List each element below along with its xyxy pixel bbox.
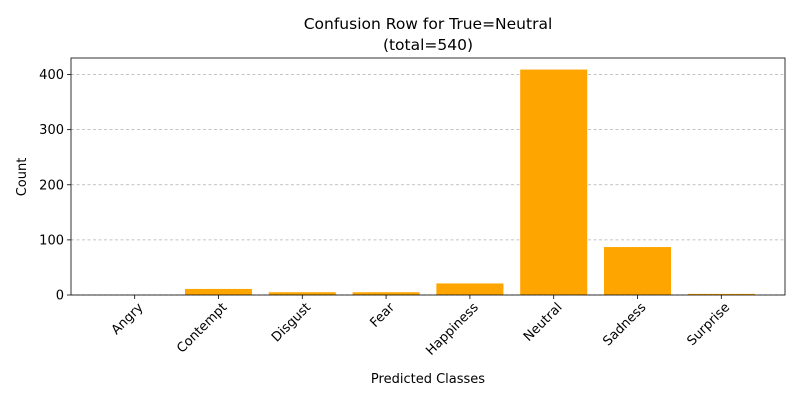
bar-sadness [603,247,672,295]
y-axis: 0 100 200 300 400 [39,68,71,304]
x-tick-label: Sadness [600,300,649,349]
bar-contempt [184,288,253,295]
x-tick-label: Disgust [269,300,314,345]
bar-disgust [268,292,336,295]
chart-title: Confusion Row for True=Neutral [304,15,553,33]
chart-subtitle: (total=540) [383,36,473,54]
x-tick-label: Angry [109,300,147,338]
y-tick-label: 300 [39,123,64,138]
bar-surprise [687,293,755,295]
axes-box [70,57,786,296]
y-tick-label: 100 [39,233,64,248]
x-tick-label: Surprise [684,300,733,349]
x-tick-label: Contempt [174,300,230,356]
y-tick-label: 400 [39,68,64,83]
x-tick-label: Happiness [423,300,482,359]
x-tick-label: Fear [367,300,398,331]
plot-frame [70,57,786,296]
bar-fear [352,292,420,295]
y-axis-label: Count [15,158,30,197]
x-axis-label: Predicted Classes [371,372,485,387]
bars [184,69,755,295]
x-axis: Angry Contempt Disgust Fear Happiness Neutral… [109,295,733,359]
bar-neutral [520,69,588,295]
bar-happiness [436,283,504,295]
y-tick-label: 200 [39,178,64,193]
x-tick-label: Neutral [521,300,566,345]
gridlines [71,74,785,296]
y-tick-label: 0 [56,289,64,304]
